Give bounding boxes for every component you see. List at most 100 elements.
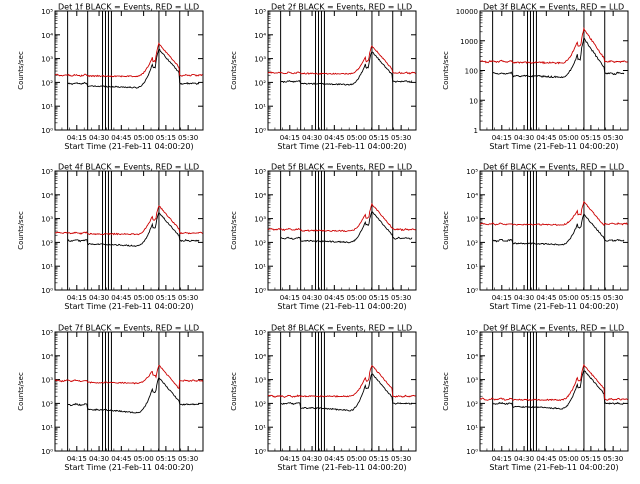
x-tick-label: 04:45: [536, 455, 556, 463]
y-tick-label: 1: [474, 127, 478, 135]
y-tick-label: 10¹: [466, 263, 478, 271]
y-tick-label: 10²: [254, 79, 266, 87]
y-tick-label: 10¹: [254, 424, 266, 432]
plot-frame: [267, 10, 417, 131]
lld-series-line: [267, 364, 416, 398]
x-tick-label: 05:00: [134, 455, 154, 463]
interval-marker-pair: [102, 331, 106, 452]
y-tick-label: 10⁴: [254, 353, 266, 361]
x-tick-label: 05:15: [369, 134, 389, 142]
interval-marker-pair: [107, 170, 112, 291]
x-axis-label: Start Time (21-Feb-11 04:00:20): [64, 463, 193, 472]
x-tick-label: 05:00: [559, 134, 579, 142]
y-axis-label: Counts/sec: [17, 211, 25, 250]
x-axis-label: Start Time (21-Feb-11 04:00:20): [489, 302, 618, 311]
x-tick-label: 04:45: [536, 134, 556, 142]
x-axis-label: Start Time (21-Feb-11 04:00:20): [489, 463, 618, 472]
y-tick-label: 10²: [466, 400, 478, 408]
panel-title: Det 6f BLACK = Events, RED = LLD: [483, 163, 624, 172]
x-tick-label: 05:00: [559, 294, 579, 302]
plot-frame: [479, 10, 629, 131]
y-tick-label: 10³: [254, 377, 266, 385]
panel-4: Det 4f BLACK = Events, RED = LLD 10⁰ 10¹ 10…: [17, 163, 204, 311]
x-tick-label: 05:30: [603, 455, 623, 463]
y-tick-label: 10¹: [254, 263, 266, 271]
interval-marker-pair: [102, 10, 106, 131]
x-tick-label: 05:15: [581, 455, 601, 463]
interval-marker-pair: [320, 331, 325, 452]
panel-title: Det 5f BLACK = Events, RED = LLD: [271, 163, 412, 172]
y-tick-label: 10⁴: [41, 353, 53, 361]
interval-marker-pair: [527, 331, 531, 452]
x-tick-label: 05:15: [581, 134, 601, 142]
events-series-line: [67, 48, 200, 89]
x-axis-label: Start Time (21-Feb-11 04:00:20): [489, 142, 618, 151]
x-tick-label: 04:30: [302, 455, 322, 463]
y-tick-label: 10⁵: [254, 329, 266, 337]
y-tick-label: 10⁰: [466, 287, 478, 295]
x-tick-label: 05:30: [391, 455, 411, 463]
y-tick-label: 10⁴: [254, 32, 266, 40]
y-tick-label: 10⁵: [254, 168, 266, 176]
x-tick-label: 04:45: [324, 294, 344, 302]
y-tick-label: 10⁰: [41, 448, 53, 456]
lld-series-line: [54, 42, 203, 78]
panel-6: Det 6f BLACK = Events, RED = LLD 10⁰ 10¹ 10…: [442, 163, 629, 311]
y-tick-label: 10¹: [254, 103, 266, 111]
x-tick-label: 05:15: [156, 134, 176, 142]
y-axis-label: Counts/sec: [17, 51, 25, 90]
interval-marker-pair: [102, 170, 106, 291]
panel-5: Det 5f BLACK = Events, RED = LLD 10⁰ 10¹ 10…: [230, 163, 417, 311]
interval-marker-pair: [527, 10, 531, 131]
y-tick-label: 10³: [41, 377, 53, 385]
y-tick-label: 10⁴: [41, 192, 53, 200]
y-tick-label: 10⁴: [466, 192, 478, 200]
plot-frame: [54, 331, 204, 452]
lld-series-line: [54, 364, 204, 390]
x-tick-label: 04:45: [536, 294, 556, 302]
x-tick-label: 04:30: [89, 455, 109, 463]
x-tick-label: 04:45: [111, 455, 131, 463]
y-tick-label: 10⁴: [254, 192, 266, 200]
x-tick-label: 04:15: [67, 134, 87, 142]
x-tick-label: 05:00: [347, 134, 367, 142]
y-tick-label: 10¹: [466, 424, 478, 432]
x-tick-label: 04:30: [514, 134, 534, 142]
events-series-line: [280, 373, 413, 412]
y-tick-label: 10²: [41, 400, 53, 408]
x-axis-label: Start Time (21-Feb-11 04:00:20): [277, 302, 406, 311]
panel-title: Det 8f BLACK = Events, RED = LLD: [271, 324, 412, 333]
y-axis-label: Counts/sec: [230, 51, 238, 90]
interval-marker-pair: [107, 10, 112, 131]
y-tick-label: 10²: [254, 239, 266, 247]
x-tick-label: 05:30: [603, 134, 623, 142]
x-axis-label: Start Time (21-Feb-11 04:00:20): [64, 302, 193, 311]
x-tick-label: 04:45: [111, 134, 131, 142]
y-tick-label: 10: [469, 97, 478, 105]
x-tick-label: 05:15: [156, 455, 176, 463]
plot-frame: [479, 331, 629, 452]
y-tick-label: 10²: [254, 400, 266, 408]
y-tick-label: 100: [465, 68, 478, 76]
y-tick-label: 10²: [41, 239, 53, 247]
x-tick-label: 04:15: [67, 294, 87, 302]
x-tick-label: 04:15: [280, 455, 300, 463]
interval-marker-pair: [315, 331, 319, 452]
y-axis-label: Counts/sec: [442, 51, 450, 90]
panel-title: Det 2f BLACK = Events, RED = LLD: [271, 3, 412, 12]
y-tick-label: 10³: [466, 216, 478, 224]
x-tick-label: 04:30: [302, 294, 322, 302]
x-tick-label: 05:00: [559, 455, 579, 463]
y-tick-label: 10⁰: [41, 127, 53, 135]
x-tick-label: 05:30: [391, 294, 411, 302]
y-tick-label: 10⁵: [41, 329, 53, 337]
lld-series-line: [267, 202, 416, 232]
y-axis-label: Counts/sec: [442, 372, 450, 411]
x-tick-label: 05:30: [391, 134, 411, 142]
x-tick-label: 05:30: [178, 455, 198, 463]
y-axis-label: Counts/sec: [17, 372, 25, 411]
y-tick-label: 10¹: [41, 424, 53, 432]
y-tick-label: 1000: [460, 38, 478, 46]
y-tick-label: 10³: [41, 216, 53, 224]
panel-title: Det 1f BLACK = Events, RED = LLD: [58, 3, 199, 12]
